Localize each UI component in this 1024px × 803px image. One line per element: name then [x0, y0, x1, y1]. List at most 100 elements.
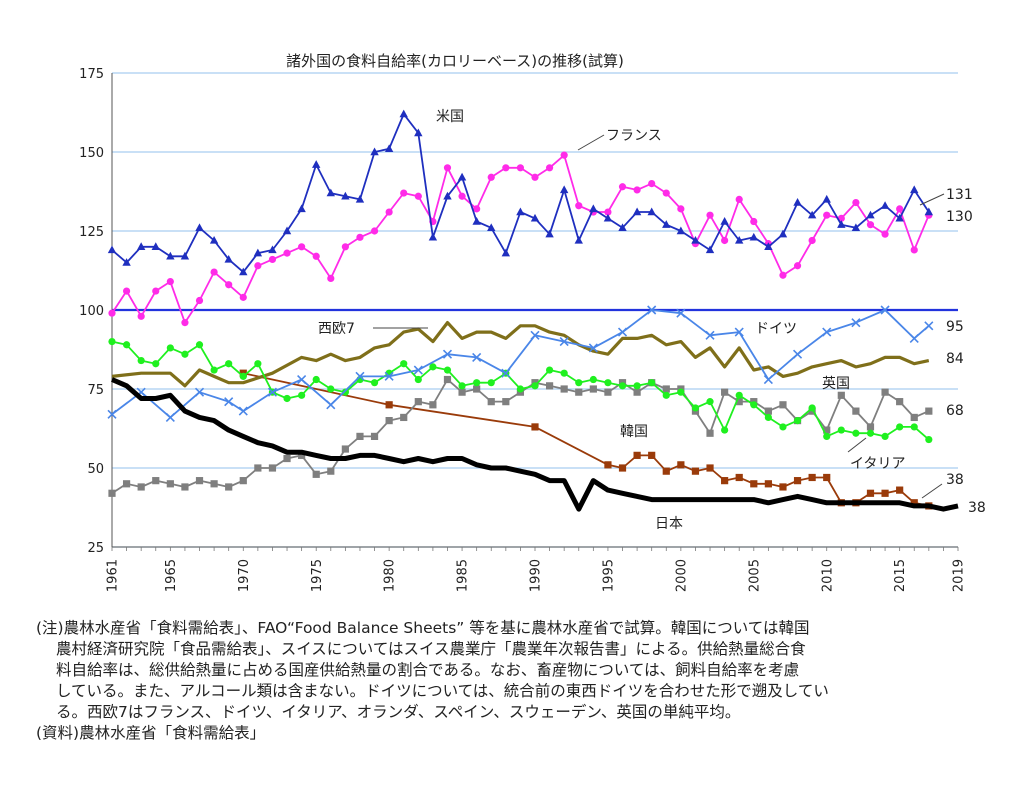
data-point [254, 262, 262, 270]
data-point [152, 287, 160, 295]
data-point [603, 213, 613, 222]
data-point [166, 251, 175, 260]
data-point [910, 413, 918, 422]
data-point [910, 423, 918, 431]
series-line [111, 113, 930, 274]
data-point [225, 483, 233, 491]
series-1 [108, 151, 933, 327]
data-point [254, 360, 262, 368]
x-tick-label: 2015 [893, 559, 908, 592]
y-tick-label: 75 [87, 383, 104, 398]
data-point [764, 413, 772, 422]
data-point [734, 327, 744, 337]
data-point [341, 191, 350, 200]
data-point [779, 423, 787, 431]
data-point [502, 164, 510, 172]
data-point [239, 372, 247, 380]
data-point [764, 480, 772, 488]
x-tick-label: 1961 [106, 559, 121, 592]
data-point [239, 293, 247, 301]
data-point [866, 221, 875, 229]
data-point [648, 180, 656, 188]
data-point [239, 267, 248, 276]
data-point [632, 207, 642, 216]
data-point [852, 407, 860, 415]
data-point [327, 274, 335, 282]
data-point [837, 391, 845, 399]
data-point [779, 271, 787, 279]
data-point [706, 211, 714, 219]
x-tick-label: 1995 [601, 559, 616, 592]
data-point [604, 388, 612, 396]
series-line [111, 378, 930, 495]
data-point [166, 344, 174, 352]
data-point [472, 352, 482, 362]
x-tick-label: 1970 [237, 559, 252, 592]
y-tick-label: 125 [79, 225, 104, 240]
data-point [837, 426, 845, 434]
data-point [370, 227, 379, 235]
label-italy: イタリア [850, 456, 905, 472]
data-point [925, 407, 933, 415]
data-point [181, 319, 189, 327]
data-point [735, 195, 743, 203]
data-point [763, 374, 773, 385]
data-point [384, 371, 394, 381]
data-point [662, 220, 671, 228]
data-point [502, 398, 510, 406]
leader-france [577, 134, 605, 151]
data-point [225, 360, 233, 368]
data-point [574, 235, 583, 244]
data-point [721, 477, 729, 485]
data-point [297, 204, 306, 213]
data-point [385, 401, 393, 409]
data-point [326, 400, 336, 410]
data-point [750, 480, 758, 488]
y-tick-label: 50 [87, 462, 104, 477]
data-point [706, 464, 714, 472]
data-point [414, 375, 422, 384]
data-point [677, 205, 685, 213]
data-point [122, 341, 131, 349]
data-point [823, 432, 831, 440]
data-point [764, 242, 773, 250]
data-point [166, 480, 174, 488]
data-point [210, 268, 218, 276]
data-point [268, 245, 277, 254]
label-uk: 英国 [822, 375, 850, 392]
data-point [370, 147, 379, 156]
data-point [559, 185, 569, 194]
data-point [312, 470, 320, 478]
data-point [721, 426, 729, 434]
data-point [822, 327, 832, 337]
data-point [136, 242, 146, 250]
label-us: 米国 [436, 109, 464, 125]
data-point [662, 385, 670, 393]
data-point [575, 202, 583, 210]
axes: 25 50 75 100 125 150 175 1961 1965 1970 1975 1980 19… [79, 67, 966, 592]
data-point [909, 333, 919, 344]
data-point [617, 327, 628, 337]
label-france: フランス [606, 128, 662, 144]
data-point [312, 160, 321, 168]
data-point [910, 185, 919, 194]
data-point [356, 233, 364, 241]
data-point [618, 183, 627, 191]
data-point [676, 308, 686, 318]
data-point [924, 207, 934, 216]
data-point [779, 483, 787, 491]
data-point [326, 188, 335, 197]
data-point [881, 230, 889, 238]
x-tick-label: 1975 [310, 559, 325, 592]
data-point [472, 217, 481, 225]
leader-us-end [919, 193, 945, 206]
data-point [837, 220, 846, 228]
data-point [545, 229, 554, 238]
data-point [531, 423, 539, 431]
data-point [253, 248, 263, 257]
data-point [866, 429, 875, 437]
data-point [852, 429, 860, 437]
data-point [181, 350, 189, 358]
data-point [852, 198, 860, 207]
data-point [924, 321, 934, 331]
